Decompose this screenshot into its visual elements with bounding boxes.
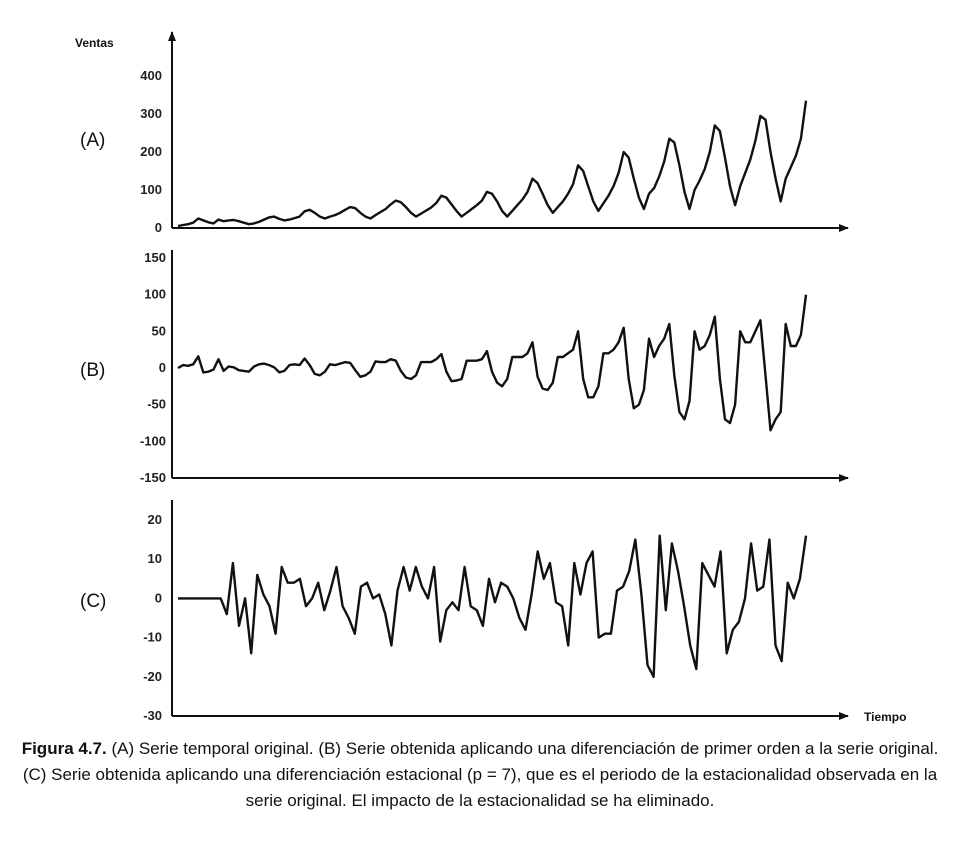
panel-b: (B) -150 -100 -50 0 50 100 150 — [80, 250, 849, 485]
panel-c-y-tick-label: -10 — [143, 630, 162, 645]
panel-b-y-ticks: -150 -100 -50 0 50 100 150 — [140, 250, 166, 485]
panel-a-y-tick-label: 400 — [140, 68, 162, 83]
panel-a-y-tick-label: 100 — [140, 182, 162, 197]
panel-a-y-tick-label: 0 — [155, 220, 162, 235]
panel-b-y-tick-label: 0 — [159, 360, 166, 375]
panel-c-y-tick-label: 20 — [148, 512, 162, 527]
panel-a-y-axis-title: Ventas — [75, 36, 114, 50]
panel-a-y-ticks: 0 100 200 300 400 — [140, 68, 162, 235]
panel-a-label: (A) — [80, 130, 105, 151]
panel-a-y-tick-label: 300 — [140, 106, 162, 121]
panel-c-series-line — [178, 534, 808, 678]
panel-b-series-line — [177, 294, 808, 432]
panel-b-y-tick-label: 100 — [144, 287, 166, 302]
panel-c-y-tick-label: 10 — [148, 551, 162, 566]
panel-c-x-axis-title: Tiempo — [864, 710, 906, 724]
panel-a: Ventas (A) 0 100 200 300 400 — [75, 31, 849, 235]
panel-b-label: (B) — [80, 360, 105, 381]
panel-c-y-tick-label: -30 — [143, 708, 162, 723]
panel-c-label: (C) — [80, 591, 106, 612]
panel-a-y-tick-label: 200 — [140, 144, 162, 159]
panel-c-y-tick-label: -20 — [143, 669, 162, 684]
panel-b-y-tick-label: -50 — [147, 397, 166, 412]
panel-c-y-ticks: -30 -20 -10 0 10 20 — [143, 512, 162, 723]
panel-b-y-tick-label: -150 — [140, 470, 166, 485]
panel-b-y-tick-label: 150 — [144, 250, 166, 265]
panel-a-series-line — [177, 100, 808, 228]
panel-c-y-tick-label: 0 — [155, 590, 162, 605]
figure-caption: Figura 4.7. (A) Serie temporal original.… — [20, 736, 940, 814]
panel-c: Tiempo (C) -30 -20 -10 0 10 20 — [80, 500, 906, 724]
panel-b-y-tick-label: -100 — [140, 433, 166, 448]
caption-text: (A) Serie temporal original. (B) Serie o… — [22, 739, 939, 810]
panel-b-y-tick-label: 50 — [152, 323, 166, 338]
figure-number: Figura 4.7. — [21, 739, 107, 758]
